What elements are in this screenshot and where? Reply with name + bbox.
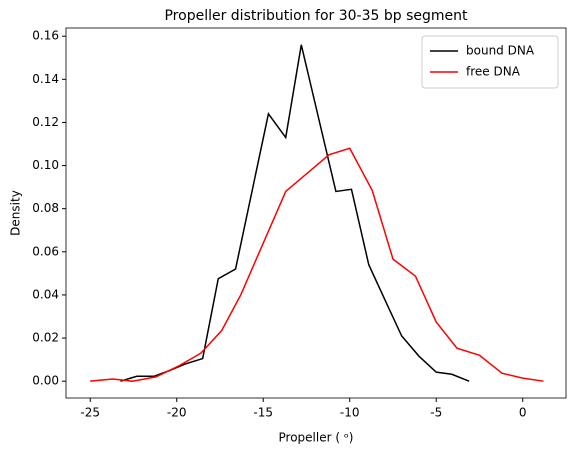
legend-label: free DNA xyxy=(466,65,521,79)
y-tick-label: 0.10 xyxy=(32,158,59,172)
data-line xyxy=(120,44,470,382)
x-axis-label: Propeller ( ᵒ) xyxy=(279,431,354,445)
legend-label: bound DNA xyxy=(466,44,535,58)
chart-title: Propeller distribution for 30-35 bp segm… xyxy=(164,8,468,24)
y-tick-label: 0.14 xyxy=(32,72,59,86)
x-tick-label: -10 xyxy=(340,406,360,420)
y-tick-label: 0.08 xyxy=(32,201,59,215)
y-axis-label: Density xyxy=(9,190,23,236)
x-tick-label: 0 xyxy=(519,406,527,420)
legend-box xyxy=(421,35,559,89)
y-tick-label: 0.16 xyxy=(32,29,59,43)
x-tick-label: -15 xyxy=(253,406,273,420)
y-tick-label: 0.04 xyxy=(32,287,59,301)
x-tick-label: -25 xyxy=(80,406,100,420)
x-tick-label: -20 xyxy=(167,406,187,420)
axes-frame xyxy=(65,27,567,399)
y-tick-label: 0.06 xyxy=(32,244,59,258)
y-tick-label: 0.02 xyxy=(32,331,59,345)
y-tick-label: 0.00 xyxy=(32,374,59,388)
y-tick-label: 0.12 xyxy=(32,115,59,129)
data-line xyxy=(90,147,544,382)
x-tick-label: -5 xyxy=(430,406,442,420)
